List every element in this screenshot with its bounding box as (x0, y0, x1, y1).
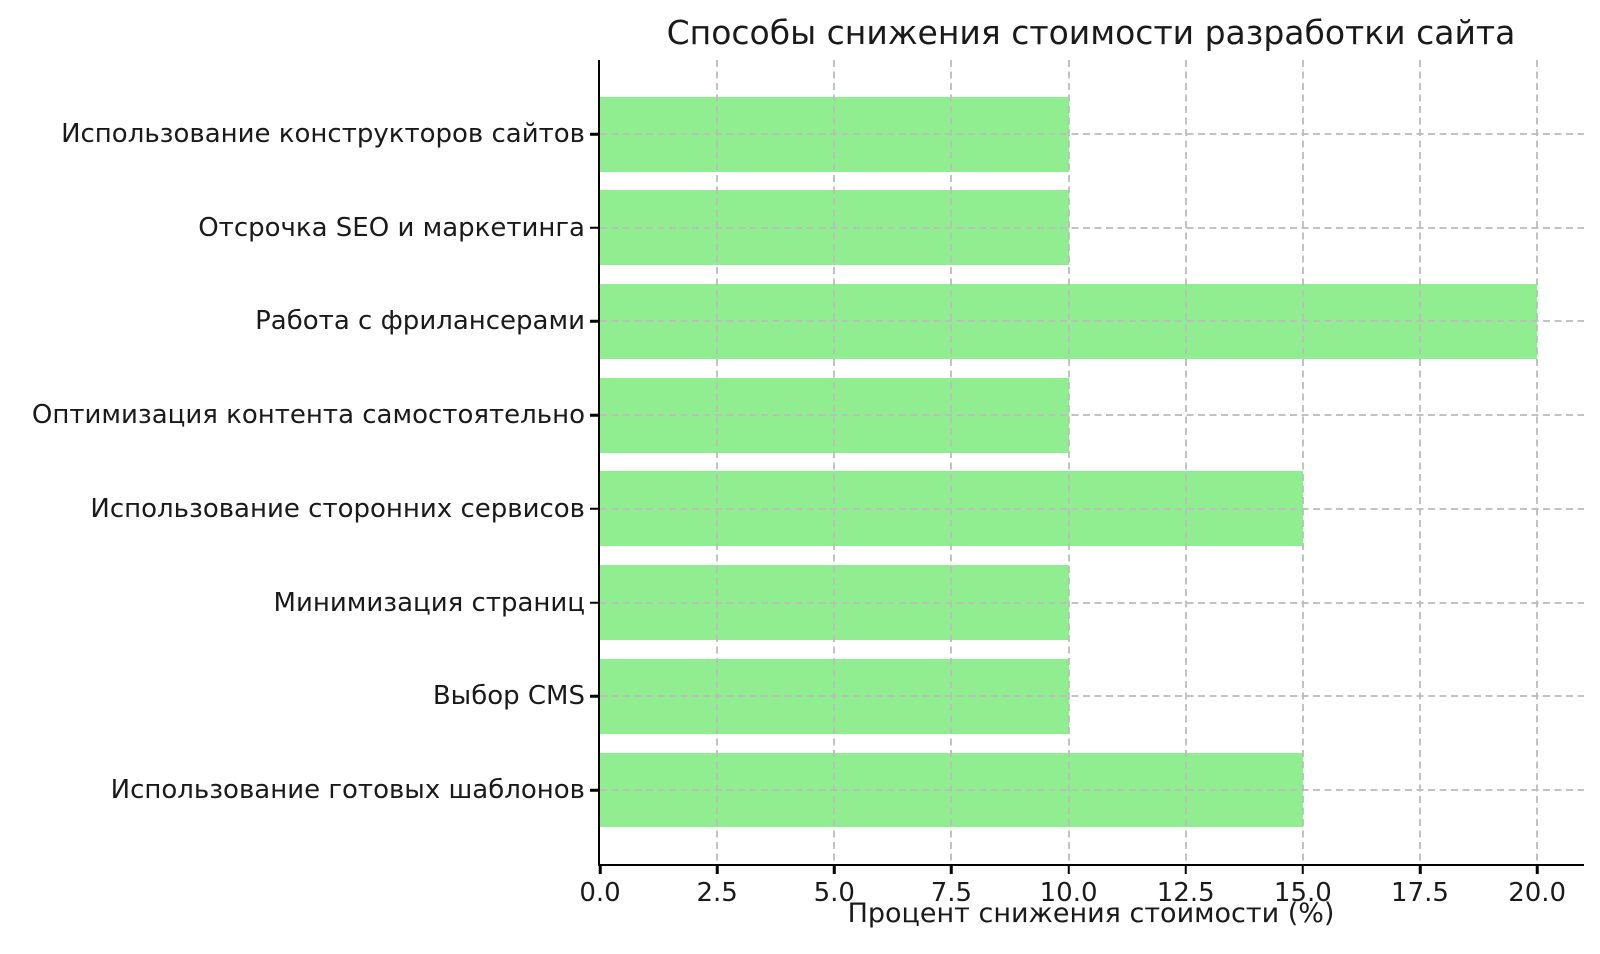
y-tick-mark (590, 695, 600, 698)
x-tick-mark (598, 864, 602, 875)
plot-area: 0.0 2.5 5.0 7.5 10.0 12.5 15.0 17.5 20.0 Использо… (32, 60, 1584, 908)
x-tick-label: 5.0 (813, 878, 855, 909)
x-tick-mark (950, 864, 953, 875)
gridline-x (1184, 60, 1187, 865)
y-tick-label: Работа с фрилансерами (255, 306, 585, 337)
gridline-y (600, 601, 1584, 604)
x-tick-mark (1184, 864, 1187, 875)
x-tick-label: 10.0 (1039, 878, 1098, 909)
gridline-x (1067, 60, 1070, 865)
x-tick-mark (715, 864, 719, 875)
gridline-y (600, 789, 1584, 791)
gridline-x (1536, 60, 1539, 865)
gridline-y (600, 695, 1584, 698)
y-tick-label: Минимизация страниц (273, 587, 585, 618)
y-tick-label: Использование конструкторов сайтов (61, 119, 585, 150)
y-tick-label: Выбор CMS (432, 681, 585, 712)
x-tick-mark (1067, 864, 1070, 875)
x-tick-mark (1301, 864, 1305, 875)
gridline-x (1301, 60, 1304, 865)
y-tick-mark (590, 601, 600, 604)
y-tick-mark (590, 132, 600, 136)
y-tick-label: Использование сторонних сервисов (90, 493, 585, 524)
gridline-x (833, 60, 836, 865)
gridline-y (600, 507, 1584, 510)
x-tick-label: 15.0 (1273, 878, 1332, 909)
y-tick-mark (590, 413, 600, 417)
y-tick-mark (590, 320, 600, 323)
gridline-y (600, 414, 1584, 417)
x-tick-label: 17.5 (1391, 878, 1449, 909)
x-tick-label: 0.0 (579, 878, 621, 909)
gridline-y (600, 226, 1584, 229)
x-tick-label: 20.0 (1508, 878, 1567, 909)
x-tick-mark (833, 864, 836, 875)
x-tick-mark (1418, 864, 1422, 875)
y-tick-label: Оптимизация контента самостоятельно (31, 400, 585, 431)
x-tick-mark (1535, 864, 1539, 875)
gridline-y (600, 320, 1584, 323)
y-tick-mark (590, 788, 600, 792)
chart-title: Способы снижения стоимости разработки са… (666, 13, 1516, 52)
gridline-y (600, 133, 1584, 136)
y-tick-mark (590, 507, 600, 511)
x-axis-label: Процент снижения стоимости (%) (847, 898, 1335, 929)
y-tick-label: Использование готовых шаблонов (110, 775, 585, 805)
x-tick-label: 2.5 (696, 878, 738, 909)
gridline-x (950, 60, 953, 865)
gridline-x (1419, 60, 1421, 865)
y-tick-mark (590, 226, 600, 229)
y-tick-label: Отсрочка SEO и маркетинга (198, 212, 585, 243)
gridline-x (716, 60, 719, 865)
x-tick-label: 7.5 (930, 878, 973, 909)
x-tick-label: 12.5 (1156, 878, 1215, 909)
